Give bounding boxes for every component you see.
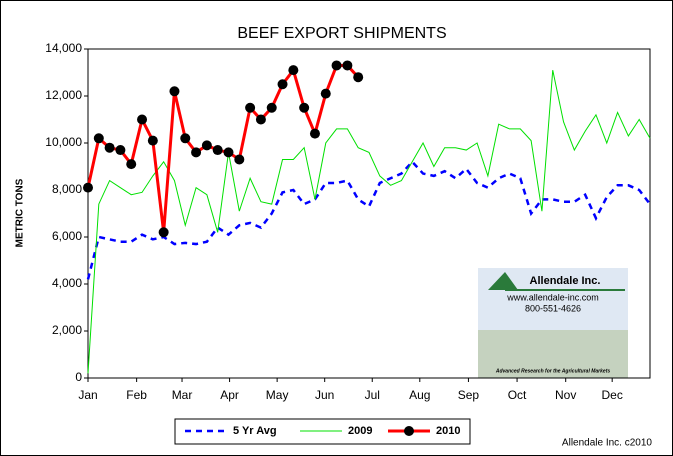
point [223, 147, 234, 158]
legend-label: 2009 [348, 425, 372, 437]
x-tick-label: Mar [172, 388, 193, 402]
point [104, 142, 115, 153]
x-tick-label: Jun [315, 388, 334, 402]
x-tick-label: Jul [365, 388, 380, 402]
point [201, 140, 212, 151]
series-line [87, 70, 651, 374]
legend-marker [404, 426, 414, 436]
logo-phone: 800-551-4626 [525, 303, 581, 313]
point [331, 60, 342, 71]
logo-tagline: Advanced Research for the Agricultural M… [495, 368, 611, 374]
x-tick-label: Apr [220, 388, 239, 402]
chart-title: BEEF EXPORT SHIPMENTS [237, 25, 446, 42]
y-tick-label: 2,000 [52, 323, 82, 337]
point [320, 88, 331, 99]
legend-label: 5 Yr Avg [233, 425, 277, 437]
y-tick-label: 8,000 [52, 182, 82, 196]
legend-label: 2010 [436, 425, 460, 437]
point [277, 79, 288, 90]
point [266, 102, 277, 113]
point [137, 114, 148, 125]
x-tick-label: Nov [555, 388, 576, 402]
point [255, 114, 266, 125]
point [169, 86, 180, 97]
point [299, 102, 310, 113]
plot-area [87, 48, 651, 379]
point [309, 128, 320, 139]
logo: Allendale Inc. www.allendale-inc.com 800… [478, 268, 628, 378]
y-tick-label: 4,000 [52, 276, 82, 290]
point [191, 147, 202, 158]
logo-field [478, 330, 628, 378]
y-tick-label: 0 [75, 370, 82, 384]
point [245, 102, 256, 113]
point [147, 135, 158, 146]
point [234, 154, 245, 165]
x-tick-label: May [266, 388, 289, 402]
y-tick-label: 14,000 [45, 41, 82, 55]
y-tick-label: 6,000 [52, 229, 82, 243]
credit: Allendale Inc. c2010 [562, 438, 653, 449]
point [83, 182, 93, 193]
point [342, 60, 353, 71]
point [180, 133, 191, 144]
x-tick-label: Oct [508, 388, 527, 402]
x-tick-label: Sep [458, 388, 480, 402]
logo-url: www.allendale-inc.com [506, 292, 599, 302]
y-tick-label: 12,000 [45, 88, 82, 102]
point [288, 65, 299, 76]
x-tick-label: Aug [409, 388, 430, 402]
point [126, 159, 137, 170]
y-axis-label: METRIC TONS [15, 178, 26, 247]
logo-mark [488, 272, 518, 290]
series-line [86, 159, 651, 280]
x-tick-label: Feb [126, 388, 147, 402]
y-tick-label: 10,000 [45, 135, 82, 149]
x-tick-label: Dec [602, 388, 623, 402]
x-tick-label: Jan [78, 388, 97, 402]
point [212, 145, 223, 156]
logo-name: Allendale Inc. [530, 275, 601, 287]
point [353, 72, 364, 83]
point [158, 227, 169, 238]
point [115, 145, 126, 156]
point [93, 133, 104, 144]
